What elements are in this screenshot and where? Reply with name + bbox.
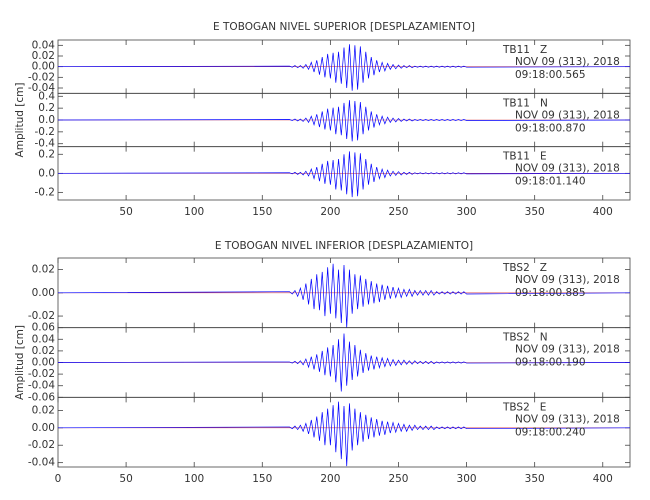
x-tick-label: 50 (119, 206, 132, 218)
panel-frame (57, 396, 631, 468)
x-tick-label: 150 (252, 206, 272, 218)
date-label: NOV 09 (313), 2018 (515, 109, 620, 121)
waveform (57, 263, 631, 328)
station-label: TB11 E (502, 151, 547, 163)
x-tick-label: 50 (119, 473, 132, 485)
y-tick-label: -0.06 (28, 391, 55, 403)
x-tick-label: 400 (593, 206, 613, 218)
y-tick-label: 0.0 (38, 167, 55, 179)
time-label: 09:18:00.240 (515, 426, 586, 438)
date-label: NOV 09 (313), 2018 (515, 274, 620, 286)
y-tick-label: 0.02 (32, 404, 55, 416)
station-label: TB11 Z (502, 44, 547, 56)
station-label: TB11 N (502, 97, 548, 109)
date-label: NOV 09 (313), 2018 (515, 344, 620, 356)
station-label: TBS2 N (502, 332, 548, 344)
time-label: 09:18:00.190 (515, 357, 586, 369)
waveform (57, 44, 631, 91)
x-tick-label: 300 (457, 473, 477, 485)
time-label: 09:18:00.870 (515, 122, 586, 134)
x-tick-label: 250 (388, 206, 408, 218)
waveform (57, 333, 631, 392)
y-tick-label: -0.4 (35, 138, 56, 150)
y-tick-label: 0.00 (32, 287, 55, 299)
y-tick-label: -0.04 (28, 380, 55, 392)
date-label: NOV 09 (313), 2018 (515, 163, 620, 175)
time-label: 09:18:01.140 (515, 176, 586, 188)
x-tick-label: 100 (184, 473, 204, 485)
y-tick-label: 0.2 (38, 148, 55, 160)
y-tick-label: 0.2 (38, 102, 55, 114)
waveform (57, 151, 631, 198)
x-tick-label: 0 (55, 473, 62, 485)
chart-title: E TOBOGAN NIVEL SUPERIOR [DESPLAZAMIENTO… (213, 21, 475, 33)
y-tick-label: 0.00 (32, 61, 55, 73)
y-tick-label: -0.04 (28, 457, 55, 469)
station-label: TBS2 E (502, 401, 546, 413)
x-tick-label: 100 (184, 206, 204, 218)
y-tick-label: -0.2 (35, 126, 56, 138)
x-tick-label: 150 (252, 473, 272, 485)
x-tick-label: 200 (320, 473, 340, 485)
y-tick-label: -0.02 (28, 368, 55, 380)
y-tick-label: 0.02 (32, 345, 55, 357)
waveform (57, 100, 631, 142)
x-tick-label: 250 (388, 473, 408, 485)
y-tick-label: 0.02 (32, 264, 55, 276)
date-label: NOV 09 (313), 2018 (515, 413, 620, 425)
y-tick-label: 0.04 (32, 333, 56, 345)
x-tick-label: 300 (457, 206, 477, 218)
waveform (57, 401, 631, 467)
y-tick-label: -0.02 (28, 310, 55, 322)
y-tick-label: -0.02 (28, 439, 55, 451)
y-tick-label: 0.04 (32, 39, 56, 51)
y-tick-label: -0.2 (35, 186, 56, 198)
chart-title: E TOBOGAN NIVEL INFERIOR [DESPLAZAMIENTO… (215, 240, 473, 252)
y-axis-label: Amplitud [cm] (14, 325, 26, 400)
date-label: NOV 09 (313), 2018 (515, 56, 620, 68)
y-tick-label: 0.4 (38, 90, 55, 102)
x-tick-label: 350 (525, 473, 545, 485)
y-tick-label: -0.04 (28, 82, 55, 94)
y-axis-label: Amplitud [cm] (14, 83, 26, 158)
x-tick-label: 200 (320, 206, 340, 218)
y-tick-label: 0.0 (38, 114, 55, 126)
x-tick-label: 350 (525, 206, 545, 218)
y-tick-label: 0.00 (32, 422, 55, 434)
y-tick-label: 0.06 (32, 322, 56, 334)
time-label: 09:18:00.885 (515, 287, 586, 299)
y-tick-label: 0.00 (32, 357, 55, 369)
time-label: 09:18:00.565 (515, 69, 586, 81)
y-tick-label: 0.02 (32, 50, 55, 62)
station-label: TBS2 Z (502, 262, 547, 274)
y-tick-label: -0.02 (28, 71, 55, 83)
x-tick-label: 400 (593, 473, 613, 485)
